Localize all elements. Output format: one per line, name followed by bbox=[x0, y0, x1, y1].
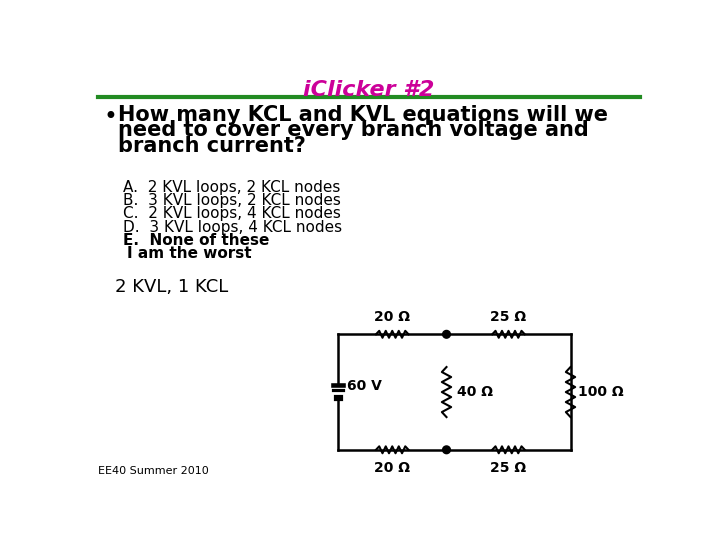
Text: branch current?: branch current? bbox=[118, 136, 306, 156]
Text: iClicker #2: iClicker #2 bbox=[303, 80, 435, 100]
Text: A.  2 KVL loops, 2 KCL nodes: A. 2 KVL loops, 2 KCL nodes bbox=[122, 180, 340, 195]
Text: B.  3 KVL loops, 2 KCL nodes: B. 3 KVL loops, 2 KCL nodes bbox=[122, 193, 341, 208]
Text: 20 Ω: 20 Ω bbox=[374, 461, 410, 475]
Text: 100 Ω: 100 Ω bbox=[578, 385, 624, 399]
Text: 25 Ω: 25 Ω bbox=[490, 461, 526, 475]
Text: C.  2 KVL loops, 4 KCL nodes: C. 2 KVL loops, 4 KCL nodes bbox=[122, 206, 341, 221]
Text: E.  None of these: E. None of these bbox=[122, 233, 269, 248]
Text: I am the worst: I am the worst bbox=[127, 246, 252, 261]
Circle shape bbox=[443, 330, 451, 338]
Text: EE40 Summer 2010: EE40 Summer 2010 bbox=[98, 466, 209, 476]
Text: 2 KVL, 1 KCL: 2 KVL, 1 KCL bbox=[114, 279, 228, 296]
Text: 60 V: 60 V bbox=[347, 379, 382, 393]
Circle shape bbox=[443, 446, 451, 454]
Text: 25 Ω: 25 Ω bbox=[490, 309, 526, 323]
Text: •: • bbox=[104, 105, 118, 129]
Text: 20 Ω: 20 Ω bbox=[374, 309, 410, 323]
Text: D.  3 KVL loops, 4 KCL nodes: D. 3 KVL loops, 4 KCL nodes bbox=[122, 220, 342, 234]
Text: need to cover every branch voltage and: need to cover every branch voltage and bbox=[118, 120, 589, 140]
Text: How many KCL and KVL equations will we: How many KCL and KVL equations will we bbox=[118, 105, 608, 125]
Text: 40 Ω: 40 Ω bbox=[457, 385, 493, 399]
